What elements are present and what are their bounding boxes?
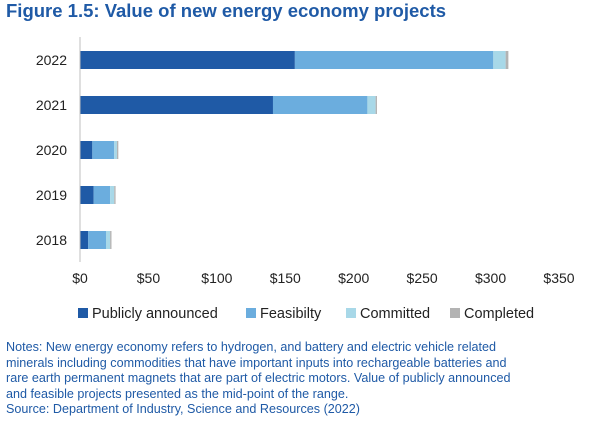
bar-2022-feasibilty bbox=[294, 51, 494, 69]
notes-line: rare earth permanent magnets that are pa… bbox=[6, 371, 511, 386]
legend-swatch bbox=[78, 308, 88, 318]
source-line: Source: Department of Industry, Science … bbox=[6, 402, 360, 417]
notes-line: Notes: New energy economy refers to hydr… bbox=[6, 340, 497, 354]
legend-label: Completed bbox=[464, 306, 534, 322]
bar-2019-publicly-announced bbox=[80, 186, 94, 204]
y-tick-label: 2021 bbox=[36, 97, 67, 113]
x-tick-label: $200 bbox=[338, 270, 369, 286]
x-tick-label: $250 bbox=[407, 270, 438, 286]
legend-label: Publicly announced bbox=[92, 306, 218, 322]
legend-swatch bbox=[246, 308, 256, 318]
bar-2018-completed bbox=[110, 231, 112, 249]
bar-2021-feasibilty bbox=[272, 96, 368, 114]
x-tick-label: $50 bbox=[137, 270, 161, 286]
bar-2022-publicly-announced bbox=[80, 51, 295, 69]
x-tick-label: $300 bbox=[475, 270, 506, 286]
bar-2019-committed bbox=[110, 186, 115, 204]
bar-2018-publicly-announced bbox=[80, 231, 89, 249]
y-tick-label: 2022 bbox=[36, 52, 67, 68]
bar-2020-feasibilty bbox=[92, 141, 115, 159]
notes-line: minerals including commodities that have… bbox=[6, 355, 507, 370]
bars-layer bbox=[80, 51, 509, 249]
bar-2020-committed bbox=[114, 141, 117, 159]
bar-2022-committed bbox=[493, 51, 506, 69]
x-tick-label: $100 bbox=[201, 270, 232, 286]
bar-2020-publicly-announced bbox=[80, 141, 93, 159]
legend-swatch bbox=[346, 308, 356, 318]
bar-chart: 2022 2021 2020 2019 2018 $0 $50 $100 $150 $200 $2… bbox=[36, 37, 575, 322]
bar-2019-completed bbox=[114, 186, 116, 204]
legend-swatch bbox=[450, 308, 460, 318]
bar-2022-completed bbox=[505, 51, 509, 69]
x-tick-label: $150 bbox=[270, 270, 301, 286]
y-tick-labels: 2022 2021 2020 2019 2018 bbox=[36, 52, 67, 248]
bar-2021-publicly-announced bbox=[80, 96, 273, 114]
bar-2018-committed bbox=[106, 231, 111, 249]
x-tick-label: $0 bbox=[72, 270, 88, 286]
bar-2020-completed bbox=[116, 141, 119, 159]
legend-label: Committed bbox=[360, 306, 430, 322]
bar-2021-completed bbox=[375, 96, 377, 114]
notes-line: and feasible projects presented as the m… bbox=[6, 386, 349, 401]
y-tick-label: 2019 bbox=[36, 187, 67, 203]
legend-label: Feasibilty bbox=[260, 306, 322, 322]
x-tick-labels: $0 $50 $100 $150 $200 $250 $300 $350 bbox=[72, 270, 575, 286]
y-tick-label: 2018 bbox=[36, 232, 67, 248]
y-tick-label: 2020 bbox=[36, 142, 67, 158]
legend: Publicly announced Feasibilty Committed Com… bbox=[78, 306, 534, 322]
x-tick-label: $350 bbox=[543, 270, 574, 286]
bar-2019-feasibilty bbox=[93, 186, 111, 204]
bar-2021-committed bbox=[367, 96, 376, 114]
notes-block: Notes: New energy economy refers to hydr… bbox=[6, 340, 596, 418]
bar-2018-feasibilty bbox=[88, 231, 106, 249]
chart-title: Figure 1.5: Value of new energy economy … bbox=[6, 0, 447, 21]
